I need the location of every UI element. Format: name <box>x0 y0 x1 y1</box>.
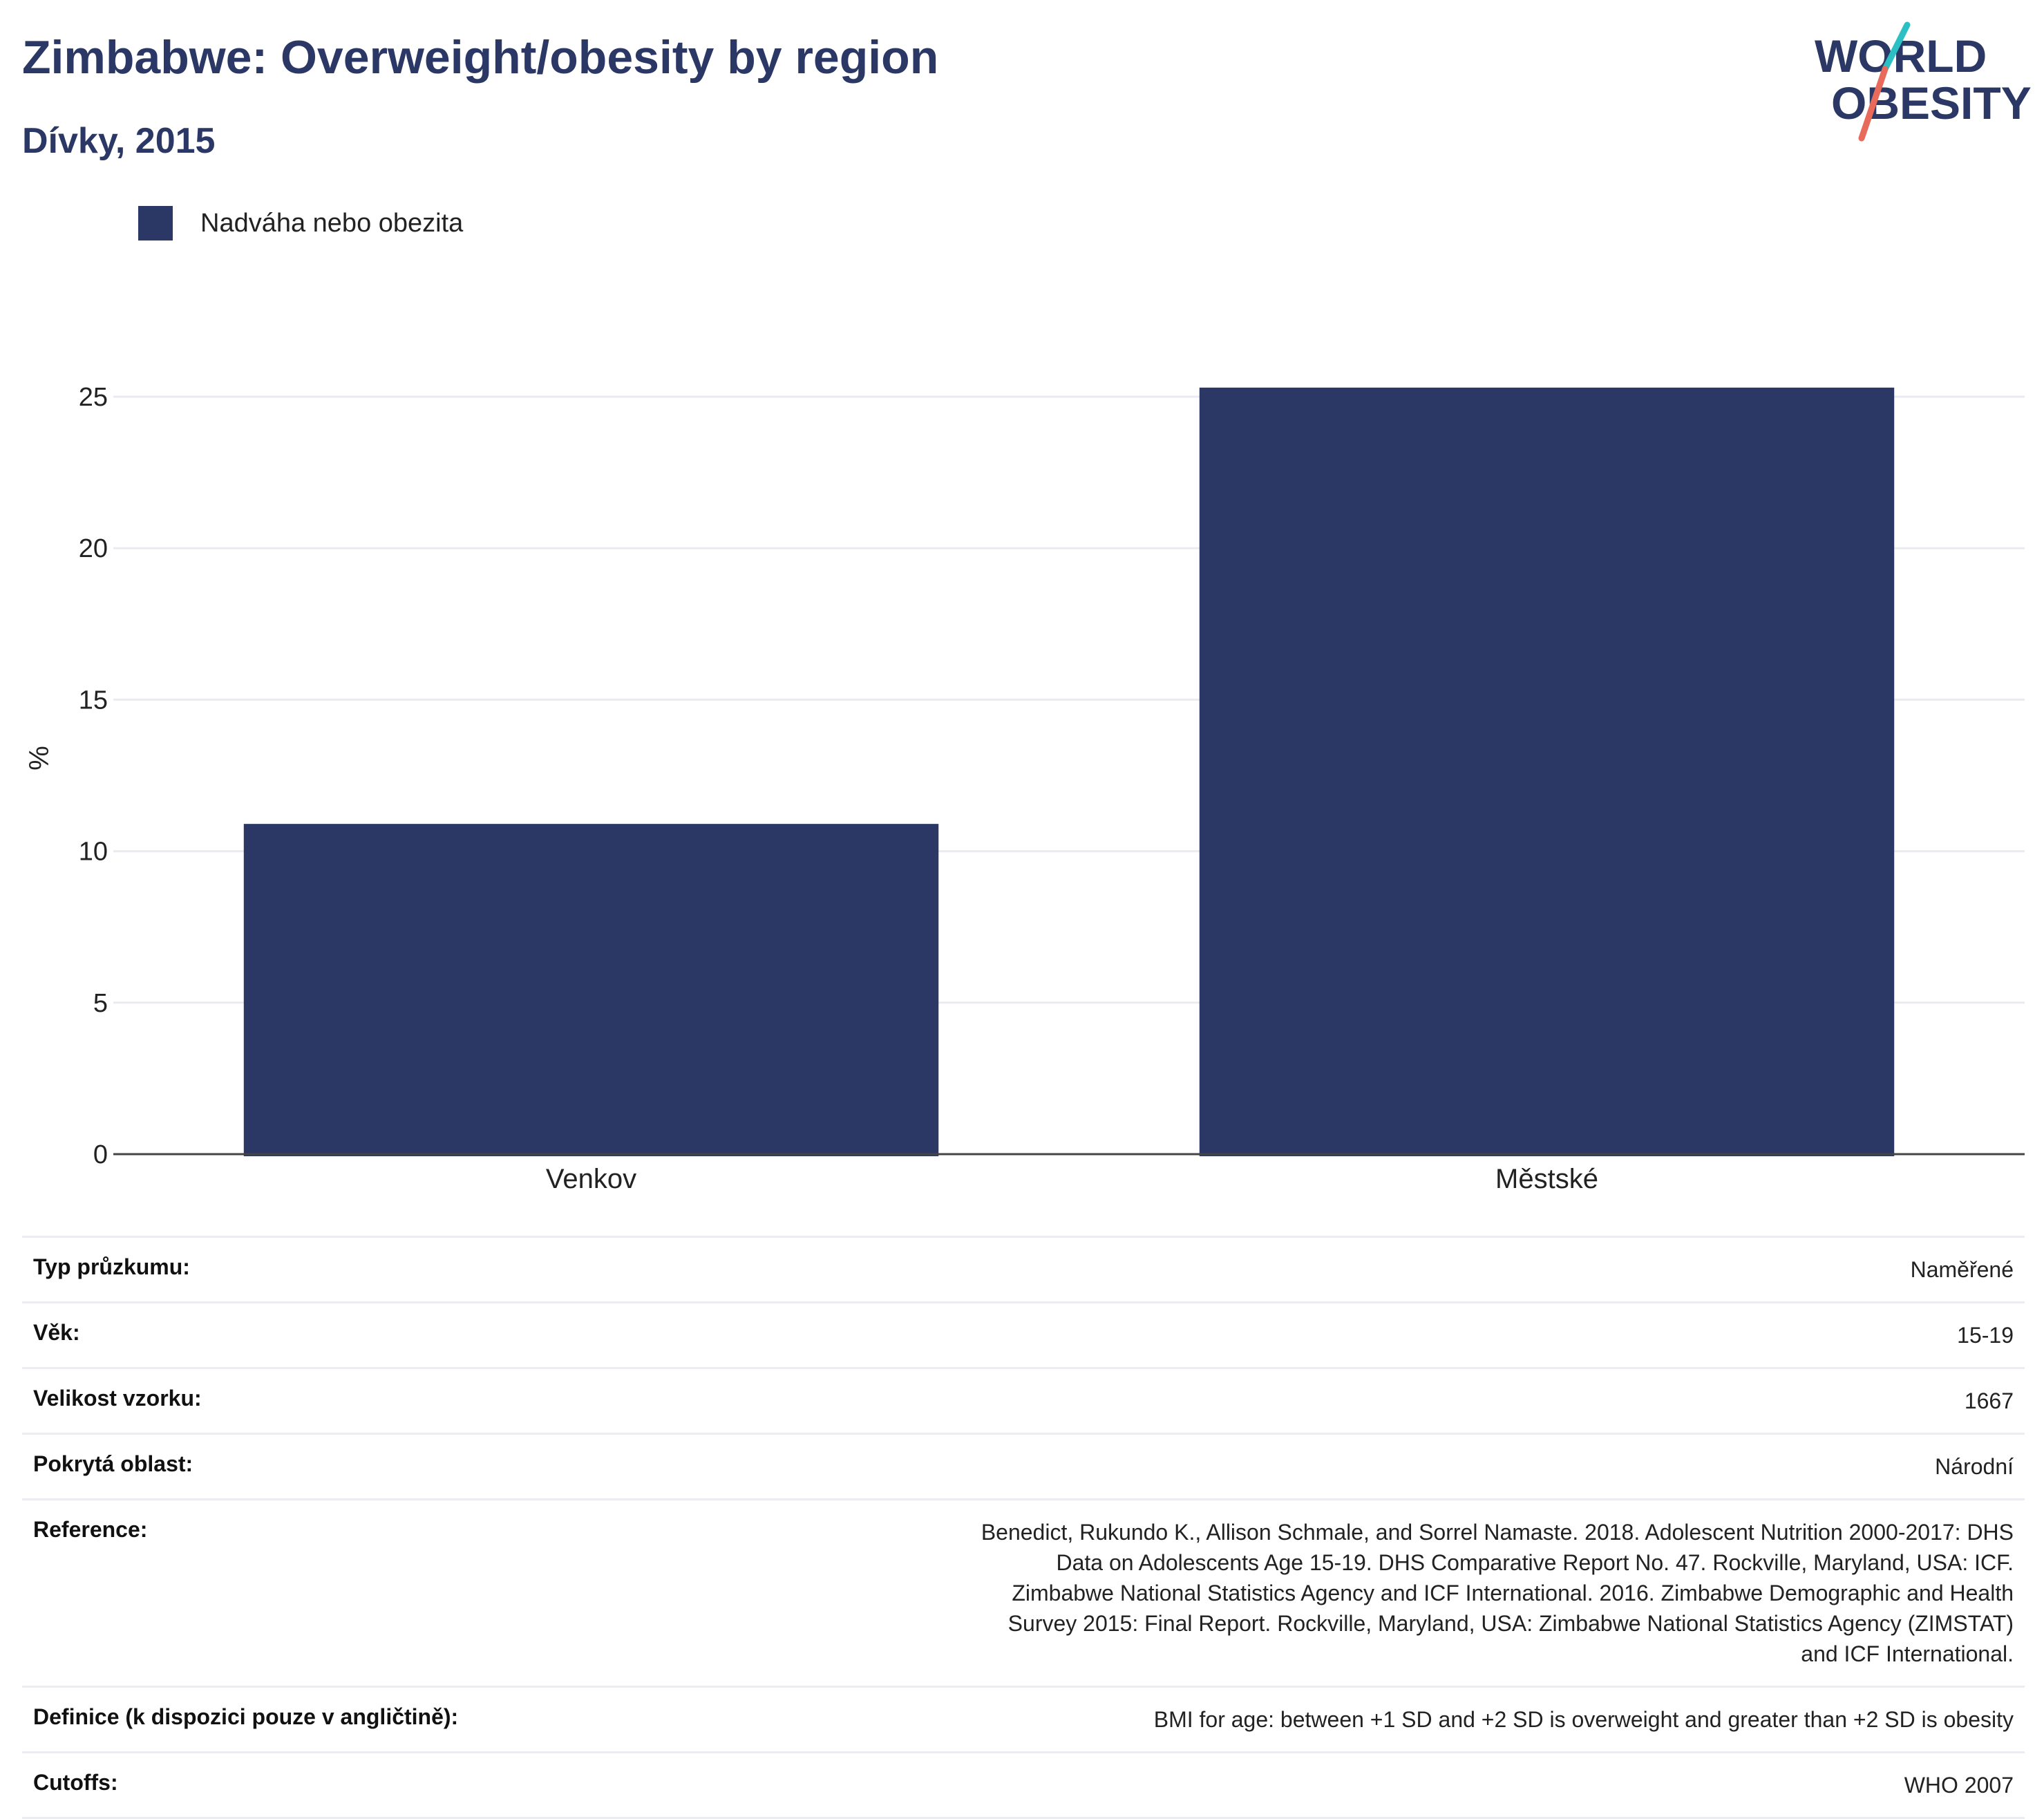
info-row: Pokrytá oblast: Národní <box>22 1433 2025 1500</box>
legend-swatch <box>138 206 173 241</box>
y-tick-label: 25 <box>79 383 108 412</box>
info-row: Velikost vzorku: 1667 <box>22 1367 2025 1434</box>
logo-slash-teal <box>1882 21 1911 73</box>
y-tick-label: 10 <box>79 838 108 867</box>
info-key: Definice (k dispozici pouze v angličtině… <box>22 1686 470 1753</box>
survey-info-table: Typ průzkumu: Naměřené Věk: 15-19 Velikost v… <box>22 1236 2025 1819</box>
info-value: Benedict, Rukundo K., Allison Schmale, a… <box>469 1498 2025 1687</box>
y-axis-label: % <box>24 746 55 771</box>
info-value: 1667 <box>469 1367 2025 1434</box>
info-row: Věk: 15-19 <box>22 1301 2025 1368</box>
x-tick-label: Městské <box>1495 1164 1598 1194</box>
info-row: Definice (k dispozici pouze v angličtině… <box>22 1686 2025 1753</box>
world-obesity-logo: WORLD OBESITY <box>1815 21 2032 142</box>
bar-venkov <box>243 824 939 1156</box>
legend: Nadváha nebo obezita <box>138 206 463 241</box>
info-value: Naměřené <box>469 1236 2025 1303</box>
info-key: Typ průzkumu: <box>22 1236 470 1303</box>
y-tick-label: 15 <box>79 686 108 715</box>
info-value: WHO 2007 <box>469 1751 2025 1819</box>
chart-subtitle: Dívky, 2015 <box>22 121 216 161</box>
bar-městské <box>1199 387 1895 1156</box>
info-value: 15-19 <box>469 1301 2025 1368</box>
info-value: Národní <box>469 1433 2025 1500</box>
logo-slash-coral <box>1858 66 1889 142</box>
info-row: Typ průzkumu: Naměřené <box>22 1236 2025 1303</box>
legend-label: Nadváha nebo obezita <box>200 208 464 238</box>
bar-chart: 0 5 10 15 20 25 Venkov Městské % <box>24 383 2025 1194</box>
info-key: Pokrytá oblast: <box>22 1433 470 1500</box>
info-key: Cutoffs: <box>22 1751 470 1819</box>
y-tick-label: 5 <box>93 989 108 1018</box>
info-key: Věk: <box>22 1301 470 1368</box>
y-tick-label: 0 <box>93 1140 108 1169</box>
info-key: Velikost vzorku: <box>22 1367 470 1434</box>
info-value: BMI for age: between +1 SD and +2 SD is … <box>469 1686 2025 1753</box>
chart-title: Zimbabwe: Overweight/obesity by region <box>22 31 939 84</box>
info-row: Cutoffs: WHO 2007 <box>22 1751 2025 1819</box>
info-row: Reference: Benedict, Rukundo K., Allison … <box>22 1498 2025 1687</box>
x-tick-label: Venkov <box>546 1164 636 1194</box>
info-key: Reference: <box>22 1498 470 1687</box>
y-tick-label: 20 <box>79 534 108 563</box>
